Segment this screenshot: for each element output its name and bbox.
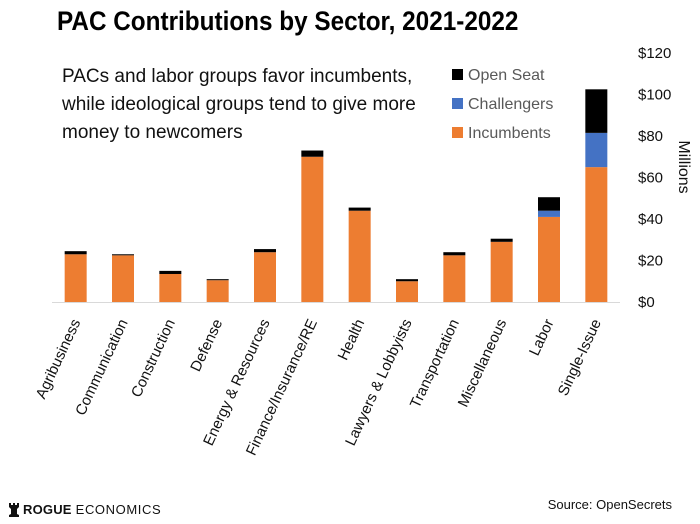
annotation-line: PACs and labor groups favor incumbents, xyxy=(62,66,412,87)
chess-rook-icon xyxy=(9,502,19,517)
x-tick-label: Miscellaneous xyxy=(455,317,511,410)
bar-open-seat-1 xyxy=(112,254,134,256)
y-tick-label: $60 xyxy=(638,170,663,187)
x-tick-label: Communication xyxy=(72,317,131,419)
bar-incumbents-2 xyxy=(159,273,182,302)
bar-incumbents-3 xyxy=(206,280,229,302)
bar-open-seat-6 xyxy=(348,207,371,211)
y-tick-label: $0 xyxy=(638,294,655,311)
bar-incumbents-7 xyxy=(396,281,418,302)
bar-open-seat-5 xyxy=(301,150,324,157)
y-tick-label: $100 xyxy=(638,87,671,104)
legend-label: Incumbents xyxy=(468,125,551,142)
brand-primary: ROGUE xyxy=(23,502,72,517)
legend-label: Open Seat xyxy=(468,67,545,84)
y-tick-label: $20 xyxy=(638,253,663,270)
bar-open-seat-0 xyxy=(64,251,87,255)
bar-open-seat-3 xyxy=(206,279,229,281)
bar-incumbents-0 xyxy=(64,254,87,302)
bar-incumbents-4 xyxy=(254,252,276,302)
bar-incumbents-6 xyxy=(348,210,371,302)
brand-logo: ROGUE ECONOMICS xyxy=(8,502,161,517)
legend-swatch xyxy=(452,127,463,138)
chart-legend: Open Seat Challengers Incumbents xyxy=(452,67,553,142)
y-tick-label: $80 xyxy=(638,128,663,145)
bar-open-seat-9 xyxy=(490,238,513,242)
x-tick-label: Health xyxy=(335,317,369,363)
annotation-line: while ideological groups tend to give mo… xyxy=(61,94,416,115)
bar-incumbents-5 xyxy=(301,156,324,302)
y-axis-label: Millions xyxy=(675,140,692,193)
annotation-line: money to newcomers xyxy=(62,122,243,143)
bars-group xyxy=(64,89,608,302)
x-tick-label: Single-Issue xyxy=(555,317,605,399)
bar-open-seat-4 xyxy=(254,249,276,253)
bar-open-seat-11 xyxy=(585,89,608,133)
brand-secondary: ECONOMICS xyxy=(75,502,162,517)
x-tick-label: Labor xyxy=(526,317,558,359)
x-tick-label: Construction xyxy=(128,317,179,401)
bar-open-seat-8 xyxy=(443,252,466,256)
bar-open-seat-2 xyxy=(159,270,182,274)
y-tick-label: $120 xyxy=(638,45,671,62)
legend-label: Challengers xyxy=(468,96,553,113)
bar-open-seat-10 xyxy=(538,197,560,211)
bar-incumbents-9 xyxy=(490,241,513,302)
legend-swatch xyxy=(452,98,463,109)
chart-title: PAC Contributions by Sector, 2021-2022 xyxy=(57,6,519,36)
x-tick-label: Agribusiness xyxy=(33,317,85,402)
bar-incumbents-11 xyxy=(585,167,608,302)
bar-challengers-11 xyxy=(585,132,608,168)
x-tick-label: Transportation xyxy=(407,317,463,411)
bar-incumbents-1 xyxy=(112,255,134,302)
legend-swatch xyxy=(452,69,463,80)
bar-incumbents-8 xyxy=(443,255,466,302)
x-tick-label: Defense xyxy=(187,317,226,375)
bar-challengers-10 xyxy=(538,210,560,217)
bar-incumbents-10 xyxy=(538,216,560,302)
bar-open-seat-7 xyxy=(396,279,418,282)
y-tick-label: $40 xyxy=(638,211,663,228)
chart-annotation: PACs and labor groups favor incumbents, w… xyxy=(61,66,416,143)
source-note: Source: OpenSecrets xyxy=(547,497,672,512)
y-tick-labels: $0 $20 $40 $60 $80 $100 $120 xyxy=(638,45,671,311)
